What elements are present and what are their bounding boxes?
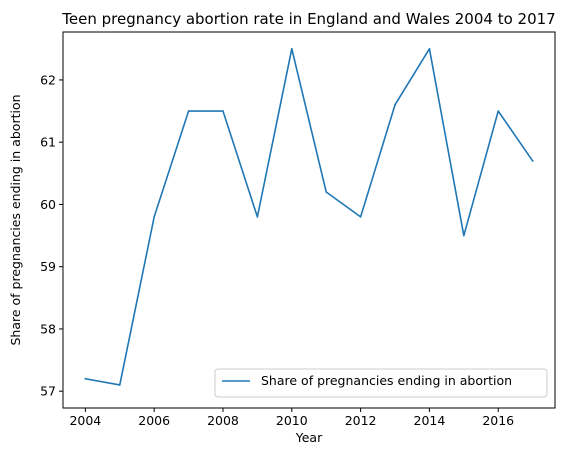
data-point bbox=[222, 110, 224, 112]
plot-area bbox=[84, 48, 534, 386]
data-point bbox=[153, 216, 155, 218]
data-point bbox=[359, 216, 362, 218]
y-axis: 57 58 59 60 61 62 bbox=[40, 72, 63, 399]
x-tick-label: 2012 bbox=[345, 413, 377, 428]
data-point bbox=[497, 110, 500, 112]
chart-title: Teen pregnancy abortion rate in England … bbox=[61, 10, 555, 28]
data-point bbox=[325, 191, 328, 193]
y-tick-label: 57 bbox=[40, 384, 56, 399]
x-tick-label: 2010 bbox=[276, 413, 308, 428]
x-tick-label: 2016 bbox=[482, 413, 514, 428]
y-axis-label: Share of pregnancies ending in abortion bbox=[8, 94, 23, 345]
y-tick-label: 58 bbox=[40, 321, 56, 336]
plot-frame bbox=[62, 31, 556, 409]
data-point bbox=[84, 377, 87, 380]
y-tick-label: 60 bbox=[40, 197, 56, 212]
y-tick-label: 62 bbox=[40, 72, 56, 87]
y-tick-label: 61 bbox=[40, 135, 56, 150]
data-point bbox=[187, 110, 190, 112]
legend-box bbox=[214, 368, 548, 398]
data-point bbox=[290, 48, 293, 50]
legend: Share of pregnancies ending in abortion bbox=[214, 368, 548, 398]
x-tick-label: 2006 bbox=[138, 413, 170, 428]
series-line bbox=[84, 48, 534, 386]
y-tick-label: 59 bbox=[40, 259, 56, 274]
x-axis-label: Year bbox=[295, 430, 323, 445]
data-point bbox=[531, 160, 534, 162]
data-point bbox=[463, 234, 465, 237]
x-tick-label: 2004 bbox=[69, 413, 101, 428]
data-point bbox=[428, 48, 431, 50]
x-tick-label: 2008 bbox=[207, 413, 239, 428]
data-point bbox=[256, 216, 259, 218]
legend-label: Share of pregnancies ending in abortion bbox=[261, 373, 512, 388]
x-tick-label: 2014 bbox=[414, 413, 446, 428]
data-point bbox=[118, 384, 121, 386]
x-axis: 2004 2006 2008 2010 2012 2014 2016 bbox=[69, 408, 514, 428]
data-point bbox=[394, 104, 396, 106]
